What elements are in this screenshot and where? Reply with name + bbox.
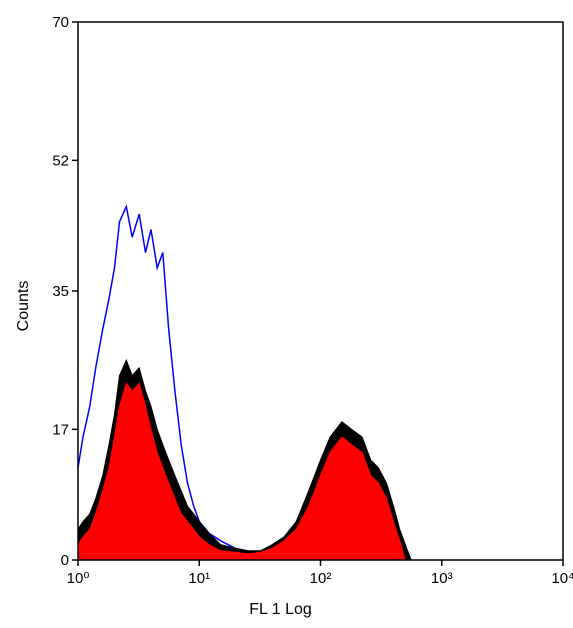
y-tick-label: 52 (52, 152, 69, 169)
x-tick-label: 10¹ (188, 570, 210, 587)
x-tick-label: 10² (310, 570, 332, 587)
x-tick-label: 10⁰ (67, 570, 90, 587)
x-tick-label: 10³ (431, 570, 453, 587)
y-tick-label: 35 (52, 283, 69, 300)
x-tick-label: 10⁴ (551, 570, 573, 587)
y-tick-label: 0 (61, 552, 69, 569)
series-layer (77, 204, 412, 561)
x-axis-title: FL 1 Log (249, 601, 312, 618)
y-axis-title: Counts (15, 281, 32, 332)
y-tick-label: 70 (52, 14, 69, 31)
y-tick-label: 17 (52, 421, 69, 438)
histogram-series-3 (77, 382, 406, 561)
ticks-layer: 10⁰ 10¹ 10² 10³ 10⁴ 0 17 35 52 70 (52, 14, 573, 587)
